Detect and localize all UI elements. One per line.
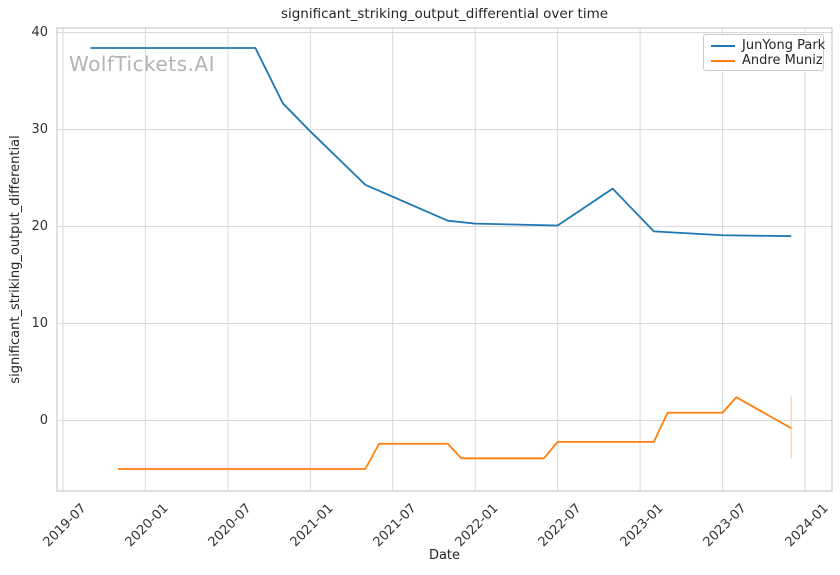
y-tick-label: 10 xyxy=(31,315,48,331)
y-tick-label: 40 xyxy=(31,24,48,40)
legend: JunYong Park Andre Muniz xyxy=(703,34,825,71)
legend-item-andre-muniz: Andre Muniz xyxy=(711,53,823,68)
watermark: WolfTickets.AI xyxy=(69,52,215,76)
series-line-andre-muniz xyxy=(117,396,792,470)
y-tick-label: 20 xyxy=(31,218,48,234)
line-sample-icon xyxy=(711,44,735,47)
y-tick-label: 0 xyxy=(39,412,48,428)
x-axis-label: Date xyxy=(428,548,461,563)
legend-item-junyong-park: JunYong Park xyxy=(711,38,825,53)
y-tick-label: 30 xyxy=(31,121,48,137)
legend-label: Andre Muniz xyxy=(742,53,823,68)
legend-label: JunYong Park xyxy=(742,38,826,53)
series-line-junyong-park xyxy=(90,47,792,238)
line-sample-icon xyxy=(711,59,735,62)
chart-title: significant_striking_output_differential… xyxy=(280,6,609,22)
